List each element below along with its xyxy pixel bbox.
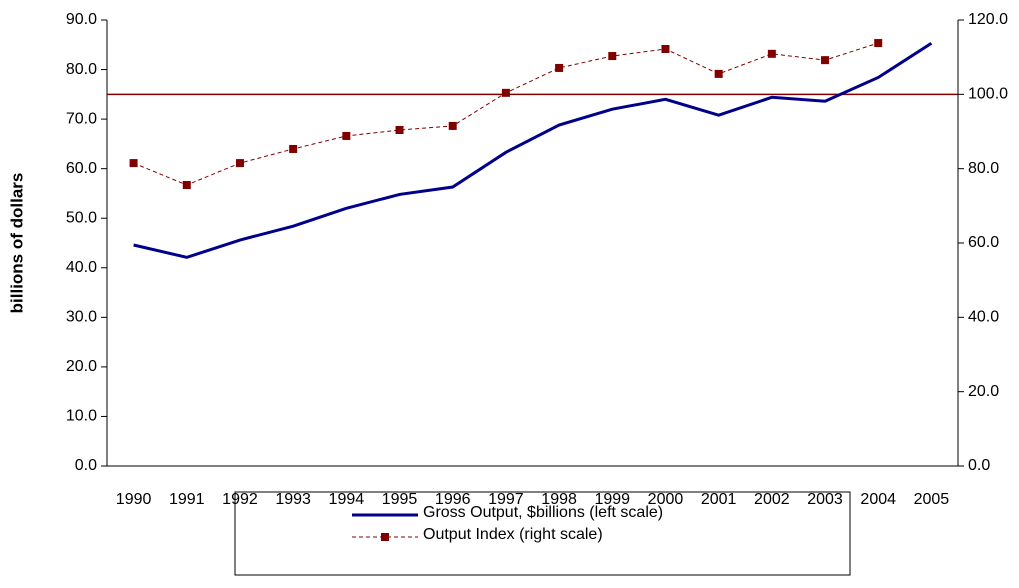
series-marker: [342, 131, 351, 140]
y-tick-label: 0.0: [75, 457, 97, 474]
x-tick-label: 1994: [329, 491, 365, 508]
series-marker: [714, 69, 723, 78]
series-marker: [129, 159, 138, 168]
series-marker: [395, 126, 404, 135]
series-marker: [874, 39, 883, 48]
x-tick-label: 1998: [541, 491, 577, 508]
y-tick-label: 90.0: [66, 11, 97, 28]
x-tick-label: 1999: [594, 491, 630, 508]
y-tick-label: 30.0: [66, 309, 97, 326]
x-tick-label: 2004: [860, 491, 896, 508]
series-marker: [289, 144, 298, 153]
x-tick-label: 2002: [754, 491, 790, 508]
x-tick-label: 2003: [807, 491, 843, 508]
y2-tick-label: 40.0: [968, 309, 999, 326]
y-tick-label: 40.0: [66, 259, 97, 276]
x-tick-label: 2005: [914, 491, 950, 508]
y2-tick-label: 0.0: [968, 457, 990, 474]
series-marker: [182, 181, 191, 190]
y2-tick-label: 60.0: [968, 234, 999, 251]
x-tick-label: 1996: [435, 491, 471, 508]
series-marker: [767, 49, 776, 58]
y2-tick-label: 100.0: [968, 86, 1008, 103]
x-tick-label: 2001: [701, 491, 737, 508]
y-tick-label: 80.0: [66, 61, 97, 78]
legend-label: Gross Output, $billions (left scale): [423, 504, 663, 521]
x-tick-label: 1992: [222, 491, 258, 508]
y-tick-label: 70.0: [66, 110, 97, 127]
series-marker: [235, 159, 244, 168]
y2-tick-label: 80.0: [968, 160, 999, 177]
y-tick-label: 50.0: [66, 209, 97, 226]
series-marker: [608, 52, 617, 61]
y-tick-label: 10.0: [66, 408, 97, 425]
series-marker: [661, 44, 670, 53]
series-marker: [501, 88, 510, 97]
x-tick-label: 1997: [488, 491, 524, 508]
y2-tick-label: 120.0: [968, 11, 1008, 28]
x-tick-label: 1995: [382, 491, 418, 508]
y-tick-label: 20.0: [66, 358, 97, 375]
series-line: [133, 42, 879, 186]
series-marker: [821, 56, 830, 65]
y-axis-label: billions of dollars: [7, 173, 26, 314]
legend-box: [234, 491, 851, 576]
legend-label: Output Index (right scale): [423, 526, 603, 543]
x-tick-label: 2000: [648, 491, 684, 508]
legend-marker: [381, 533, 389, 541]
x-tick-label: 1991: [169, 491, 205, 508]
y-tick-label: 60.0: [66, 160, 97, 177]
y2-tick-label: 20.0: [968, 383, 999, 400]
series-marker: [555, 63, 564, 72]
x-tick-label: 1993: [275, 491, 311, 508]
series-marker: [448, 121, 457, 130]
x-tick-label: 1990: [116, 491, 152, 508]
series-line: [133, 42, 933, 259]
